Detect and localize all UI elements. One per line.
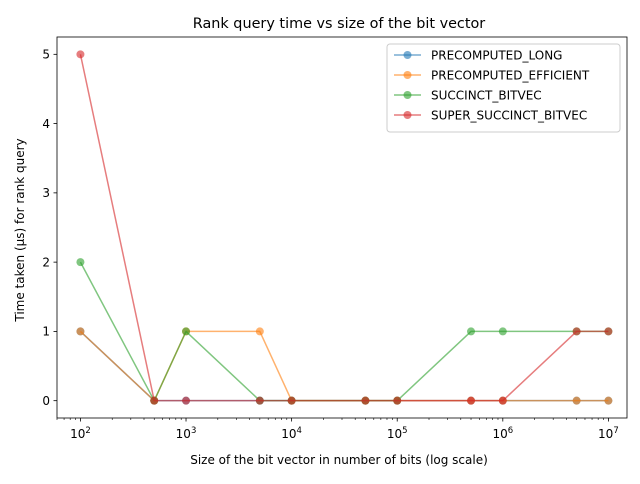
series-super-succinct-bitvec	[76, 50, 613, 405]
legend-marker	[403, 71, 412, 79]
data-point	[572, 396, 581, 405]
legend-marker	[403, 111, 412, 119]
data-point	[572, 327, 581, 336]
y-axis-label: Time taken (µs) for rank query	[13, 138, 27, 322]
y-tick-label: 1	[42, 325, 50, 339]
x-tick-label: 104	[281, 426, 302, 441]
y-tick-label: 0	[42, 394, 50, 408]
data-point	[150, 396, 159, 405]
x-tick-label: 107	[598, 426, 619, 441]
y-tick-label: 2	[42, 255, 50, 269]
data-point	[182, 396, 191, 405]
data-point	[255, 327, 264, 336]
x-tick-label: 105	[387, 426, 408, 441]
data-point	[287, 396, 296, 405]
data-point	[255, 396, 264, 405]
plot-frame	[56, 36, 628, 419]
legend-label: PRECOMPUTED_EFFICIENT	[431, 68, 590, 82]
data-point	[76, 258, 85, 267]
legend-label: SUPER_SUCCINCT_BITVEC	[431, 108, 587, 122]
data-point	[467, 396, 476, 405]
legend-marker	[403, 91, 412, 99]
legend-box	[386, 43, 621, 133]
x-tick-label: 102	[70, 426, 91, 441]
legend-label: PRECOMPUTED_LONG	[431, 48, 562, 62]
y-tick-label: 3	[42, 186, 50, 200]
data-point	[393, 396, 402, 405]
x-axis-label: Size of the bit vector in number of bits…	[190, 453, 488, 467]
data-point	[604, 327, 613, 336]
data-point	[467, 327, 476, 336]
x-tick-label: 103	[176, 426, 197, 441]
x-tick-label: 106	[492, 426, 513, 441]
data-point	[76, 50, 85, 59]
data-point	[604, 396, 613, 405]
axes: 102 103 104 105 106 107 0 1 2 3 4 5	[42, 48, 618, 441]
plot-series	[76, 50, 613, 405]
legend-label: SUCCINCT_BITVEC	[431, 88, 542, 102]
legend: PRECOMPUTED_LONG PRECOMPUTED_EFFICIENT SUC…	[386, 43, 621, 133]
y-tick-label: 4	[42, 117, 50, 131]
data-point	[76, 327, 85, 336]
legend-marker	[403, 51, 412, 59]
data-point	[361, 396, 370, 405]
data-point	[182, 327, 191, 336]
data-point	[498, 396, 507, 405]
data-point	[498, 327, 507, 336]
y-tick-label: 5	[42, 48, 50, 62]
chart-title: Rank query time vs size of the bit vecto…	[193, 16, 486, 32]
